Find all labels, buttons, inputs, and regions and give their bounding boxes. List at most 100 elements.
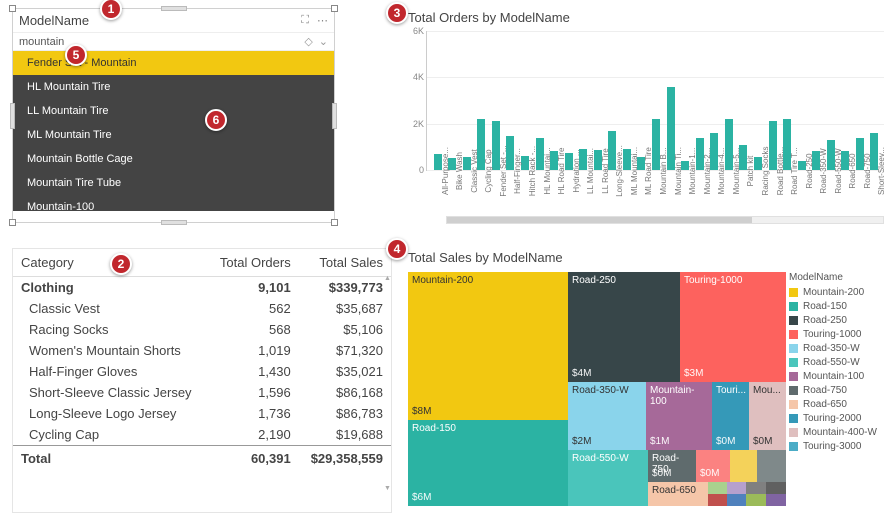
- slicer-panel[interactable]: ModelName ⛶ ⋯ ◇ ⌄ Fender Set - MountainH…: [12, 8, 335, 223]
- treemap-tile[interactable]: [730, 450, 757, 482]
- xlabel: Short-Sleev...: [877, 147, 894, 195]
- table-row[interactable]: Women's Mountain Shorts1,019$71,320: [13, 340, 391, 361]
- resize-handle-right[interactable]: [332, 103, 337, 129]
- legend-item[interactable]: Road-350-W: [789, 343, 881, 354]
- resize-handle-top[interactable]: [161, 6, 187, 11]
- ytick: 0: [419, 165, 424, 175]
- treemap-tile[interactable]: Road-150$6M: [408, 420, 568, 506]
- slicer-item[interactable]: Mountain Bottle Cage: [13, 147, 334, 171]
- legend-item[interactable]: Mountain-200: [789, 287, 881, 298]
- legend-item[interactable]: Mountain-400-W: [789, 427, 881, 438]
- slicer-list: Fender Set - MountainHL Mountain TireLL …: [13, 51, 334, 211]
- treemap-tile[interactable]: Mountain-200$8M: [408, 272, 568, 420]
- treemap-tile[interactable]: $0M: [696, 450, 730, 482]
- slicer-item[interactable]: ML Mountain Tire: [13, 123, 334, 147]
- table-row[interactable]: Cycling Cap2,190$19,688: [13, 424, 391, 446]
- resize-corner-bl[interactable]: [9, 219, 16, 226]
- legend-item[interactable]: Touring-2000: [789, 413, 881, 424]
- table-row[interactable]: Total60,391$29,358,559: [13, 446, 391, 470]
- legend-swatch: [789, 414, 798, 423]
- resize-corner-tr[interactable]: [331, 5, 338, 12]
- slicer-item[interactable]: Mountain-100: [13, 195, 334, 211]
- slicer-search-input[interactable]: [19, 36, 298, 48]
- treemap-tile[interactable]: Road-650: [648, 482, 708, 506]
- resize-corner-br[interactable]: [331, 219, 338, 226]
- resize-handle-bottom[interactable]: [161, 220, 187, 225]
- legend-item[interactable]: Road-250: [789, 315, 881, 326]
- treemap-tile[interactable]: Mountain-100$1M: [646, 382, 712, 450]
- table-row[interactable]: Half-Finger Gloves1,430$35,021: [13, 361, 391, 382]
- treemap-tile[interactable]: Touri...$0M: [712, 382, 749, 450]
- callout-2: 2: [110, 253, 132, 275]
- legend-item[interactable]: Road-750: [789, 385, 881, 396]
- focus-mode-icon[interactable]: ⛶: [301, 14, 309, 27]
- table-row[interactable]: Clothing9,101$339,773: [13, 277, 391, 299]
- treemap-title: Total Sales by ModelName: [406, 248, 884, 269]
- table-row[interactable]: Racing Socks568$5,106: [13, 319, 391, 340]
- legend-item[interactable]: Road-550-W: [789, 357, 881, 368]
- legend-item[interactable]: Road-650: [789, 399, 881, 410]
- bar-chart-scrollbar-thumb[interactable]: [447, 217, 752, 223]
- treemap-tile[interactable]: Road-550-W: [568, 450, 648, 506]
- slicer-item[interactable]: HL Mountain Tire: [13, 75, 334, 99]
- legend-swatch: [789, 372, 798, 381]
- treemap-tile[interactable]: [746, 494, 766, 506]
- col-sales[interactable]: Total Sales: [299, 249, 391, 277]
- treemap-tile[interactable]: Road-750$0M: [648, 450, 696, 482]
- chevron-down-icon[interactable]: ⌄: [319, 35, 328, 48]
- legend-swatch: [789, 316, 798, 325]
- legend-item[interactable]: Touring-3000: [789, 441, 881, 452]
- table-row[interactable]: Classic Vest562$35,687: [13, 298, 391, 319]
- callout-4: 4: [386, 238, 408, 260]
- more-options-icon[interactable]: ⋯: [317, 14, 328, 27]
- callout-5: 5: [65, 44, 87, 66]
- resize-corner-tl[interactable]: [9, 5, 16, 12]
- legend-title: ModelName: [789, 272, 881, 283]
- treemap-tile[interactable]: Mou...$0M: [749, 382, 786, 450]
- slicer-title: ModelName: [19, 13, 301, 28]
- treemap-tile[interactable]: [746, 482, 766, 494]
- legend-swatch: [789, 344, 798, 353]
- legend-swatch: [789, 288, 798, 297]
- slicer-item[interactable]: Mountain Tire Tube: [13, 171, 334, 195]
- treemap-tile[interactable]: [757, 450, 786, 482]
- callout-3: 3: [386, 2, 408, 24]
- slicer-search-row: ◇ ⌄: [13, 32, 334, 51]
- table-scrollbar[interactable]: ▲ ▼: [385, 275, 389, 492]
- treemap-tile[interactable]: Road-250$4M: [568, 272, 680, 382]
- treemap-tile[interactable]: [727, 482, 746, 494]
- legend-item[interactable]: Touring-1000: [789, 329, 881, 340]
- slicer-item[interactable]: Fender Set - Mountain: [13, 51, 334, 75]
- table-row[interactable]: Long-Sleeve Logo Jersey1,736$86,783: [13, 403, 391, 424]
- treemap-tile[interactable]: [766, 482, 786, 494]
- clear-search-icon[interactable]: ◇: [304, 35, 312, 48]
- legend-swatch: [789, 442, 798, 451]
- treemap-legend: ModelName Mountain-200 Road-150 Road-250 To…: [789, 272, 881, 455]
- treemap-tile[interactable]: [708, 494, 727, 506]
- bar-chart[interactable]: Total Orders by ModelName 02K4K6K All-Pu…: [406, 8, 884, 218]
- treemap-tile[interactable]: Touring-1000$3M: [680, 272, 786, 382]
- treemap[interactable]: Total Sales by ModelName Mountain-200$8M…: [406, 248, 884, 513]
- resize-handle-left[interactable]: [10, 103, 15, 129]
- legend-swatch: [789, 358, 798, 367]
- scroll-up-icon[interactable]: ▲: [384, 275, 391, 282]
- callout-6: 6: [205, 109, 227, 131]
- ytick: 4K: [413, 72, 424, 82]
- ytick: 2K: [413, 119, 424, 129]
- bar-chart-scrollbar[interactable]: [446, 216, 884, 224]
- legend-item[interactable]: Road-150: [789, 301, 881, 312]
- legend-swatch: [789, 400, 798, 409]
- legend-swatch: [789, 386, 798, 395]
- slicer-item[interactable]: LL Mountain Tire: [13, 99, 334, 123]
- table-row[interactable]: Short-Sleeve Classic Jersey1,596$86,168: [13, 382, 391, 403]
- treemap-tile[interactable]: [766, 494, 786, 506]
- legend-swatch: [789, 302, 798, 311]
- treemap-tile[interactable]: [727, 494, 746, 506]
- legend-swatch: [789, 330, 798, 339]
- legend-item[interactable]: Mountain-100: [789, 371, 881, 382]
- col-orders[interactable]: Total Orders: [208, 249, 299, 277]
- matrix-table[interactable]: Category Total Orders Total Sales Clothi…: [12, 248, 392, 513]
- treemap-tile[interactable]: [708, 482, 727, 494]
- treemap-tile[interactable]: Road-350-W$2M: [568, 382, 646, 450]
- scroll-down-icon[interactable]: ▼: [384, 485, 391, 492]
